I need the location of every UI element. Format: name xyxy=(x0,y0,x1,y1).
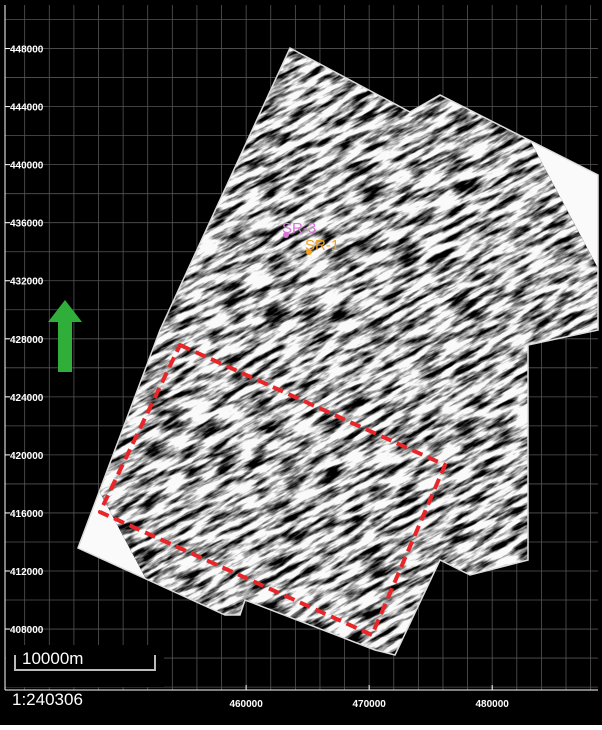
y-tick-label: 420000 xyxy=(10,451,44,462)
scale-bar xyxy=(14,655,156,671)
well-marker xyxy=(306,249,312,255)
well-label: SR-3 xyxy=(282,220,316,237)
scale-ratio: 1:240306 xyxy=(12,690,83,709)
y-tick-label: 408000 xyxy=(10,625,44,636)
x-tick-label: 470000 xyxy=(352,699,386,710)
y-tick-label: 440000 xyxy=(10,161,44,172)
y-tick-label: 432000 xyxy=(10,277,44,288)
y-tick-label: 448000 xyxy=(10,45,44,56)
scale-box xyxy=(6,645,164,687)
x-tick-label: 460000 xyxy=(229,699,263,710)
well-marker xyxy=(283,232,289,238)
well-label: SR-1 xyxy=(305,237,339,254)
y-tick-label: 416000 xyxy=(10,509,44,520)
y-tick-label: 428000 xyxy=(10,335,44,346)
x-tick-label: 480000 xyxy=(476,699,510,710)
y-tick-label: 412000 xyxy=(10,567,44,578)
scale-bar-label: 10000m xyxy=(22,649,83,668)
y-tick-label: 444000 xyxy=(10,103,44,114)
survey-outline xyxy=(77,46,599,656)
north-arrow xyxy=(48,300,82,372)
area-outline xyxy=(98,343,447,637)
y-tick-label: 436000 xyxy=(10,219,44,230)
y-tick-label: 424000 xyxy=(10,393,44,404)
